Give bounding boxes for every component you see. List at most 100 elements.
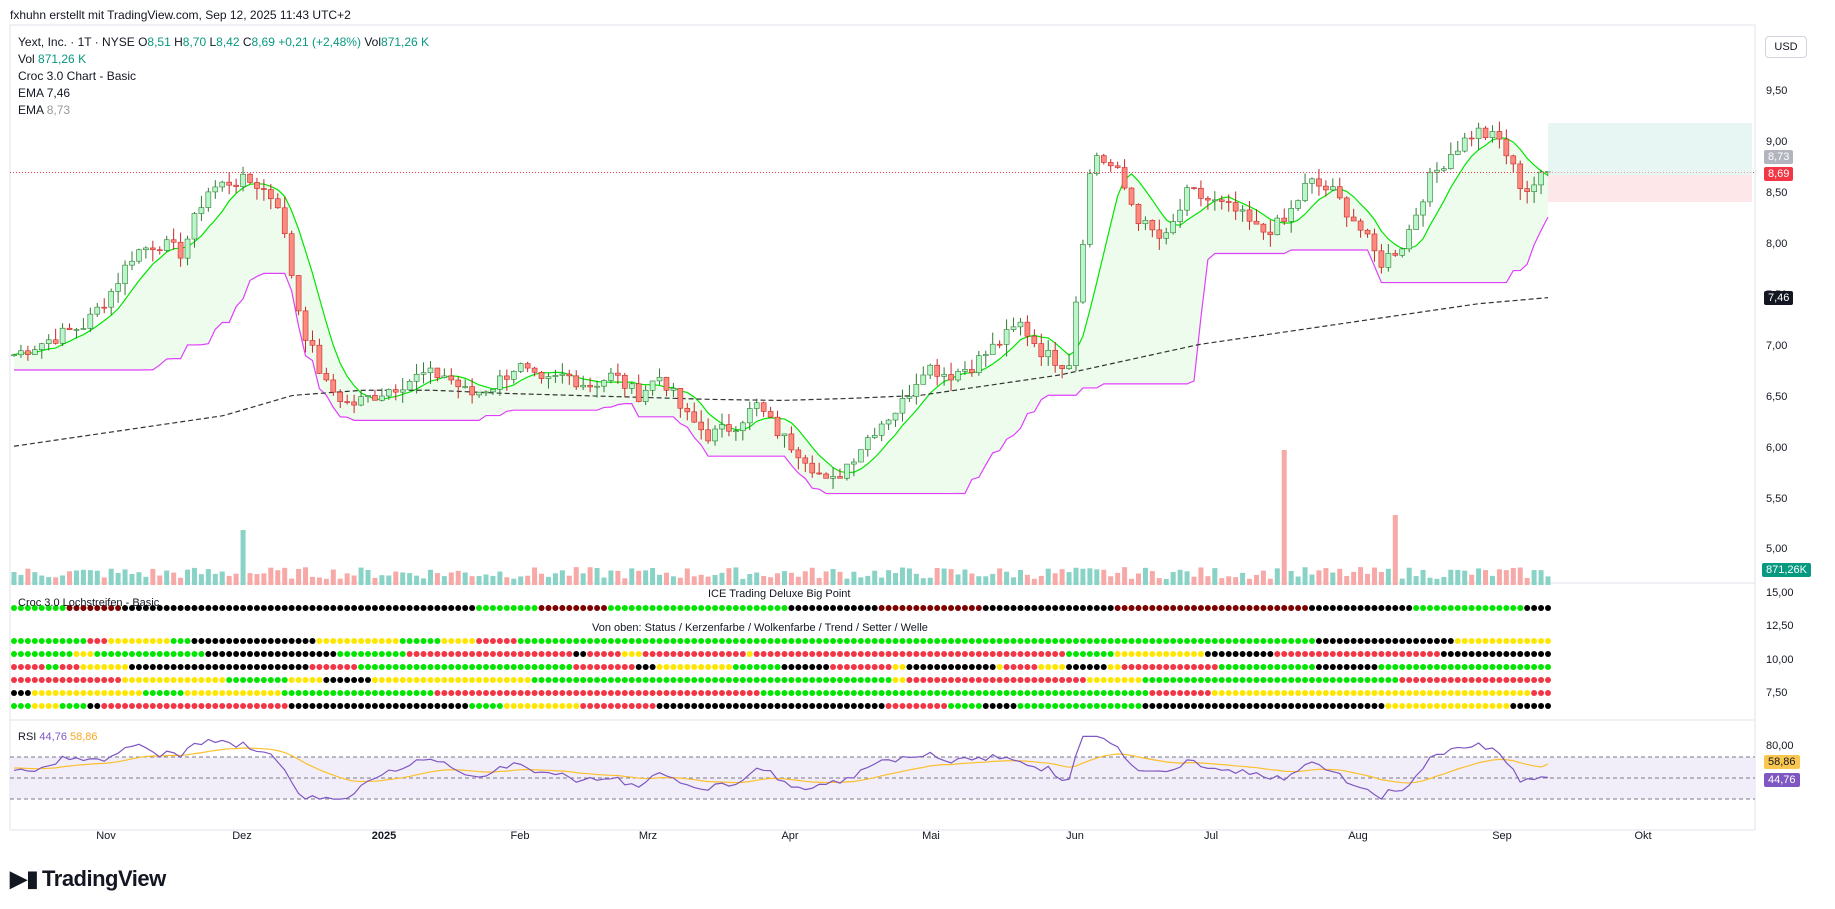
signal-dot	[226, 703, 233, 709]
candle-body	[1399, 248, 1406, 256]
volume-bar	[934, 567, 940, 585]
signal-dot	[580, 638, 587, 644]
volume-bar	[545, 576, 551, 585]
signal-dot	[1114, 690, 1121, 696]
signal-dot	[649, 677, 656, 683]
signal-dot	[1121, 664, 1128, 670]
indicator-tick: 12,50	[1766, 620, 1794, 632]
signal-dot	[1121, 651, 1128, 657]
candle-body	[504, 375, 510, 380]
signal-dot	[510, 690, 517, 696]
candle-body	[767, 411, 774, 418]
signal-dot	[705, 703, 712, 709]
signal-dot	[233, 677, 240, 683]
signal-dot	[1281, 677, 1288, 683]
volume-bar	[296, 569, 302, 585]
signal-dot	[1329, 605, 1336, 611]
candle-body	[781, 433, 788, 437]
signal-dot	[476, 605, 483, 611]
signal-dot	[802, 651, 809, 657]
signal-dot	[1239, 690, 1246, 696]
signal-dot	[1066, 690, 1073, 696]
volume-bar	[1052, 573, 1058, 585]
signal-dot	[267, 605, 274, 611]
signal-dot	[45, 638, 52, 644]
signal-dot	[1052, 677, 1059, 683]
signal-dot	[684, 677, 691, 683]
signal-dot	[163, 690, 170, 696]
signal-dot	[1031, 703, 1038, 709]
volume-bar	[1260, 570, 1266, 585]
signal-dot	[1149, 638, 1156, 644]
candle-body	[1218, 199, 1225, 202]
volume-bar	[136, 572, 142, 585]
signal-dot	[24, 703, 31, 709]
signal-dot	[1184, 651, 1191, 657]
signal-dot	[1003, 703, 1010, 709]
signal-dot	[1364, 690, 1371, 696]
signal-dot	[115, 677, 122, 683]
signal-dot	[184, 605, 191, 611]
price-tick: 6,50	[1766, 391, 1787, 403]
signal-dot	[663, 664, 670, 670]
signal-dot	[614, 677, 621, 683]
signal-dot	[843, 677, 850, 683]
signal-dot	[1399, 651, 1406, 657]
signal-dot	[906, 677, 913, 683]
signal-dot	[968, 605, 975, 611]
candle-body	[11, 354, 17, 357]
signal-dot	[823, 664, 830, 670]
signal-dot	[802, 690, 809, 696]
signal-dot	[448, 605, 455, 611]
signal-dot	[115, 703, 122, 709]
signal-dot	[1204, 703, 1211, 709]
signal-dot	[1371, 703, 1378, 709]
signal-dot	[864, 677, 871, 683]
signal-dot	[267, 703, 274, 709]
signal-dot	[1309, 605, 1315, 611]
signal-dot	[122, 664, 129, 670]
signal-dot	[496, 690, 503, 696]
candle-body	[1336, 186, 1343, 199]
signal-dot	[607, 703, 614, 709]
candle-body	[1371, 233, 1378, 252]
signal-dot	[1531, 690, 1538, 696]
signal-dot	[455, 703, 462, 709]
signal-dot	[642, 605, 649, 611]
signal-dot	[927, 638, 934, 644]
signal-dot	[795, 651, 802, 657]
signal-dot	[24, 651, 31, 657]
signal-dot	[906, 638, 913, 644]
signal-dot	[635, 664, 642, 670]
signal-dot	[1121, 638, 1128, 644]
signal-dot	[510, 677, 517, 683]
signal-dot	[378, 664, 385, 670]
signal-dot	[135, 690, 142, 696]
signal-dot	[66, 638, 73, 644]
signal-dot	[191, 690, 198, 696]
signal-dot	[1336, 605, 1343, 611]
signal-dot	[66, 690, 73, 696]
vol-legend: Vol 871,26 K	[18, 52, 87, 66]
volume-bar	[1142, 567, 1148, 585]
candle-body	[205, 191, 212, 208]
signal-dot	[427, 638, 434, 644]
currency-button[interactable]: USD	[1765, 36, 1807, 58]
candle-body	[559, 373, 566, 376]
signal-dot	[469, 651, 476, 657]
signal-dot	[184, 638, 191, 644]
signal-dot	[677, 677, 684, 683]
signal-dot	[517, 605, 524, 611]
signal-dot	[1211, 605, 1218, 611]
signal-dot	[1392, 703, 1399, 709]
signal-dot	[1336, 690, 1343, 696]
signal-dot	[552, 703, 559, 709]
signal-dot	[281, 677, 288, 683]
signal-dot	[302, 605, 309, 611]
signal-dot	[385, 638, 392, 644]
signal-dot	[212, 651, 219, 657]
volume-bar	[323, 578, 329, 585]
signal-dot	[885, 677, 892, 683]
signal-dot	[45, 703, 52, 709]
